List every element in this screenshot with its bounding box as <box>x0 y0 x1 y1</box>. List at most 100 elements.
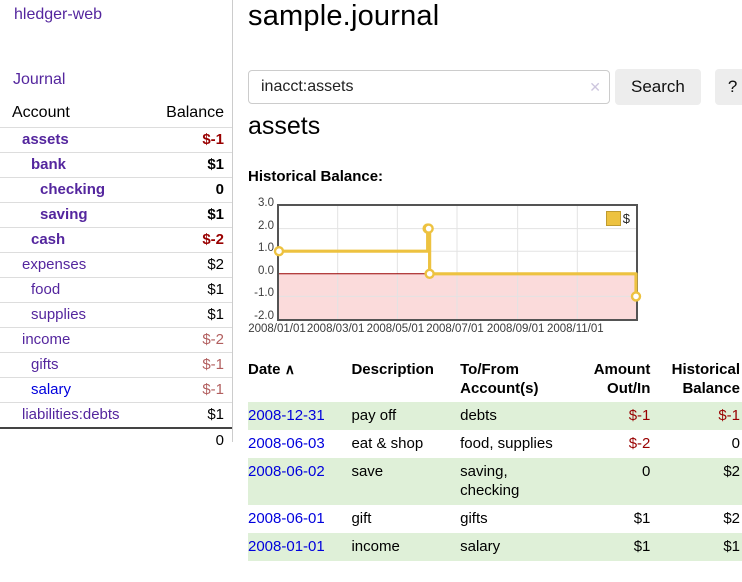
txn-date-link[interactable]: 2008-06-03 <box>248 435 325 452</box>
historical-balance-chart: 3.0 2.0 1.0 0.0 -1.0 -2.0 $ 2008/01/01 2008/03… <box>248 196 668 346</box>
account-link[interactable]: liabilities:debts <box>22 406 120 423</box>
account-row: food $1 <box>0 277 232 303</box>
account-balance: $-2 <box>149 327 232 353</box>
account-cell: expenses <box>0 252 150 278</box>
sidebar-total-spacer <box>0 427 150 453</box>
table-row: 2008-12-31 pay off debts $-1 $-1 <box>248 402 742 430</box>
account-link[interactable]: checking <box>40 181 106 198</box>
account-link[interactable]: income <box>22 331 71 348</box>
txn-balance: 0 <box>731 435 740 452</box>
amount-header-line1: Amount <box>593 361 651 378</box>
account-link[interactable]: assets <box>22 131 69 148</box>
account-column-header: Account <box>12 104 70 121</box>
account-balance: $1 <box>149 302 232 328</box>
txn-accounts: salary <box>460 538 501 555</box>
account-link[interactable]: saving <box>40 206 88 223</box>
date-column-header[interactable]: Date ∧ <box>248 356 351 402</box>
account-row: checking 0 <box>0 177 232 203</box>
account-cell: food <box>0 277 150 303</box>
txn-description: gift <box>351 510 372 527</box>
brand-link[interactable]: hledger-web <box>14 6 103 23</box>
account-balance: $2 <box>149 252 232 278</box>
table-row: 2008-06-02 save saving, checking 0 $2 <box>248 458 742 505</box>
sidebar-total-row: 0 <box>0 427 232 453</box>
txn-balance: $2 <box>723 463 740 480</box>
account-cell: salary <box>0 377 150 403</box>
x-tick-label: 2008/11/01 <box>546 323 604 335</box>
y-tick-label: 0.0 <box>258 264 274 277</box>
legend-swatch-icon <box>605 211 621 226</box>
account-row: income $-2 <box>0 327 232 353</box>
account-cell: income <box>0 327 150 353</box>
account-cell: gifts <box>0 352 150 378</box>
txn-date-link[interactable]: 2008-06-02 <box>248 463 325 480</box>
txn-description: eat & shop <box>351 435 424 452</box>
txn-date: 2008-06-02 <box>248 458 351 505</box>
legend-label: $ <box>622 211 630 226</box>
account-balance: $-1 <box>149 352 232 378</box>
txn-date-link[interactable]: 2008-01-01 <box>248 538 325 555</box>
balance-column-header: Balance <box>166 104 224 121</box>
sidebar-item-journal[interactable]: Journal <box>13 71 66 88</box>
x-tick-label: 2008/07/01 <box>426 323 484 335</box>
account-heading: assets <box>248 112 321 140</box>
txn-date: 2008-06-03 <box>248 430 351 458</box>
txn-date-link[interactable]: 2008-06-01 <box>248 510 325 527</box>
account-cell: liabilities:debts <box>0 402 150 428</box>
chart-y-axis: 3.0 2.0 1.0 0.0 -1.0 -2.0 <box>248 197 274 322</box>
account-link[interactable]: food <box>31 281 61 298</box>
account-link[interactable]: cash <box>31 231 66 248</box>
txn-balance: $2 <box>723 510 740 527</box>
x-tick-label: 2008/09/01 <box>486 323 545 335</box>
x-tick-label: 2008/05/01 <box>366 323 425 335</box>
amount-header-line2: Out/In <box>607 380 651 397</box>
account-row: salary $-1 <box>0 377 232 403</box>
y-tick-label: 1.0 <box>258 242 274 255</box>
account-row: supplies $1 <box>0 302 232 328</box>
sidebar-total-balance: 0 <box>149 427 232 453</box>
chart-legend: $ <box>605 211 630 226</box>
txn-date-link[interactable]: 2008-12-31 <box>248 407 325 424</box>
account-row: saving $1 <box>0 202 232 228</box>
transactions-body: 2008-12-31 pay off debts $-1 $-1 2008-06-03 ea… <box>248 402 742 561</box>
search-button[interactable]: Search <box>615 69 701 105</box>
txn-amount: 0 <box>642 463 651 480</box>
txn-amount: $1 <box>633 538 651 555</box>
account-balance: $1 <box>149 402 232 428</box>
balance-header-line2: Balance <box>682 380 740 397</box>
account-link[interactable]: expenses <box>22 256 87 273</box>
account-cell: saving <box>0 202 150 228</box>
account-link[interactable]: supplies <box>31 306 87 323</box>
account-link[interactable]: salary <box>31 381 72 398</box>
txn-accounts: debts <box>460 407 497 424</box>
transactions-header: Date ∧ Description To/From Account(s) Am… <box>248 356 742 402</box>
y-tick-label: -1.0 <box>254 287 274 300</box>
txn-accounts: gifts <box>460 510 488 527</box>
chart-plot-area: $ <box>273 204 642 321</box>
page-title: sample.journal <box>248 0 440 32</box>
account-balance: 0 <box>149 177 232 203</box>
txn-description: save <box>351 463 384 480</box>
date-header-label: Date <box>248 361 281 378</box>
account-link[interactable]: gifts <box>31 356 59 373</box>
account-link[interactable]: bank <box>31 156 67 173</box>
account-balance: $-1 <box>149 377 232 403</box>
search-input[interactable] <box>248 70 610 104</box>
search-input-wrap: ✕ <box>248 70 610 104</box>
x-tick-label: 2008/03/01 <box>306 323 365 335</box>
balance-header-line1: Historical <box>671 361 740 378</box>
clear-search-icon[interactable]: ✕ <box>589 79 601 95</box>
chart-x-axis: 2008/01/01 2008/03/01 2008/05/01 2008/07/01… <box>248 323 634 339</box>
txn-amount: $-1 <box>628 407 651 424</box>
amount-column-header: Amount Out/In <box>573 356 661 402</box>
sidebar-accounts-body: assets $-1 bank $1 checking 0 saving $1 cash $-2 e… <box>0 127 232 428</box>
tofrom-header-line1: To/From <box>460 361 520 378</box>
x-tick-label: 2008/01/01 <box>248 323 306 335</box>
table-row: 2008-06-03 eat & shop food, supplies $-2 0 <box>248 430 742 458</box>
description-header-label: Description <box>351 361 434 378</box>
balance-column-header-txns: Historical Balance <box>660 356 742 402</box>
account-row: bank $1 <box>0 152 232 178</box>
sidebar-accounts-table: Account Balance assets $-1 bank $1 checking 0… <box>0 100 232 453</box>
help-button[interactable]: ? <box>714 69 742 105</box>
account-cell: checking <box>0 177 150 203</box>
